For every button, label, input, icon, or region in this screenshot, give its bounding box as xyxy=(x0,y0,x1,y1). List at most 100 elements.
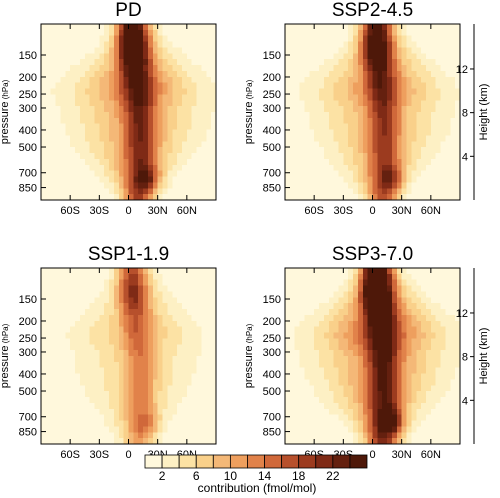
heatmap-cell xyxy=(435,438,441,445)
heatmap-cell xyxy=(99,379,105,386)
heatmap-cell xyxy=(391,35,398,42)
heatmap-cell xyxy=(406,408,412,416)
heatmap-cell xyxy=(314,426,320,433)
heatmap-cell xyxy=(357,164,364,172)
heatmap-cell xyxy=(299,379,305,386)
heatmap-cell xyxy=(377,303,383,310)
heatmap-cell xyxy=(89,268,95,275)
heatmap-cell xyxy=(104,273,110,281)
heatmap-cell xyxy=(147,24,154,31)
heatmap-cell xyxy=(445,303,451,310)
heatmap-cell xyxy=(401,59,407,66)
heatmap-cell xyxy=(167,420,173,427)
heatmap-cell xyxy=(304,438,310,445)
heatmap-cell xyxy=(99,314,105,322)
heatmap-cell xyxy=(152,350,159,357)
heatmap-cell xyxy=(211,112,217,119)
heatmap-cell xyxy=(377,279,383,286)
heatmap-cell xyxy=(172,41,178,48)
heatmap-cell xyxy=(357,94,364,101)
heatmap-cell xyxy=(45,47,52,54)
heatmap-cell xyxy=(455,408,461,416)
heatmap-cell xyxy=(41,373,47,380)
heatmap-cell xyxy=(411,314,417,322)
heatmap-cell xyxy=(70,135,76,142)
heatmap-cell xyxy=(372,367,378,374)
heatmap-cell xyxy=(367,438,373,445)
heatmap-cell xyxy=(133,303,139,310)
heatmap-cell xyxy=(94,273,100,281)
heatmap-cell xyxy=(157,314,163,322)
heatmap-cell xyxy=(353,88,359,95)
heatmap-cell xyxy=(362,106,369,113)
heatmap-cell xyxy=(416,100,422,107)
heatmap-cell xyxy=(391,391,398,398)
heatmap-cell xyxy=(128,432,134,439)
heatmap-cell xyxy=(343,129,349,136)
heatmap-cell xyxy=(128,164,134,172)
heatmap-cell xyxy=(162,24,168,31)
heatmap-cell xyxy=(123,182,129,189)
heatmap-cell xyxy=(367,420,373,427)
heatmap-cell xyxy=(445,76,451,84)
heatmap-cell xyxy=(152,268,159,275)
heatmap-cell xyxy=(435,420,441,427)
heatmap-cell xyxy=(348,414,354,421)
heatmap-cell xyxy=(319,373,325,380)
heatmap-cell xyxy=(445,147,451,154)
heatmap-cell xyxy=(445,164,451,172)
heatmap-cell xyxy=(299,53,305,60)
heatmap-cell xyxy=(387,47,393,54)
heatmap-cell xyxy=(387,367,393,374)
heatmap-cell xyxy=(191,176,197,183)
heatmap-cell xyxy=(425,82,432,89)
heatmap-cell xyxy=(357,47,364,54)
heatmap-cell xyxy=(50,326,56,333)
heatmap-cell xyxy=(406,379,412,386)
heatmap-cell xyxy=(401,147,407,154)
heatmap-cell xyxy=(309,320,315,328)
heatmap-cell xyxy=(143,170,149,177)
heatmap-cell xyxy=(285,135,291,142)
heatmap-cell xyxy=(60,379,66,386)
heatmap-cell xyxy=(396,88,403,95)
heatmap-cell xyxy=(299,100,305,107)
heatmap-cell xyxy=(99,391,105,398)
heatmap-cell xyxy=(138,65,144,72)
heatmap-cell xyxy=(416,182,422,189)
heatmap-cell xyxy=(167,141,173,148)
heatmap-cell xyxy=(84,356,91,363)
heatmap-cell xyxy=(304,70,310,78)
heatmap-cell xyxy=(152,379,159,386)
heatmap-cell xyxy=(285,373,291,380)
heatmap-cell xyxy=(186,76,193,84)
heatmap-cell xyxy=(143,414,149,421)
heatmap-cell xyxy=(138,70,144,78)
heatmap-cell xyxy=(299,356,305,363)
heatmap-cell xyxy=(323,420,330,427)
heatmap-cell xyxy=(201,379,207,386)
heatmap-cell xyxy=(138,379,144,386)
heatmap-cell xyxy=(41,391,47,398)
heatmap-cell xyxy=(435,141,441,148)
heatmap-cell xyxy=(309,41,315,48)
heatmap-cell xyxy=(45,356,52,363)
heatmap-cell xyxy=(382,176,388,183)
heatmap-cell xyxy=(333,332,339,339)
heatmap-cell xyxy=(50,41,56,48)
heatmap-cell xyxy=(445,285,451,292)
heatmap-cell xyxy=(455,135,461,142)
heatmap-cell xyxy=(435,320,441,328)
heatmap-cell xyxy=(94,47,100,54)
heatmap-cell xyxy=(162,326,168,333)
heatmap-cell xyxy=(196,153,202,160)
heatmap-cell xyxy=(294,76,300,84)
heatmap-cell xyxy=(455,285,461,292)
heatmap-cell xyxy=(211,153,217,160)
heatmap-cell xyxy=(128,65,134,72)
heatmap-cell xyxy=(362,391,369,398)
heatmap-cell xyxy=(328,53,335,60)
heatmap-cell xyxy=(75,291,81,298)
heatmap-cell xyxy=(348,188,354,195)
heatmap-cell xyxy=(333,285,339,292)
